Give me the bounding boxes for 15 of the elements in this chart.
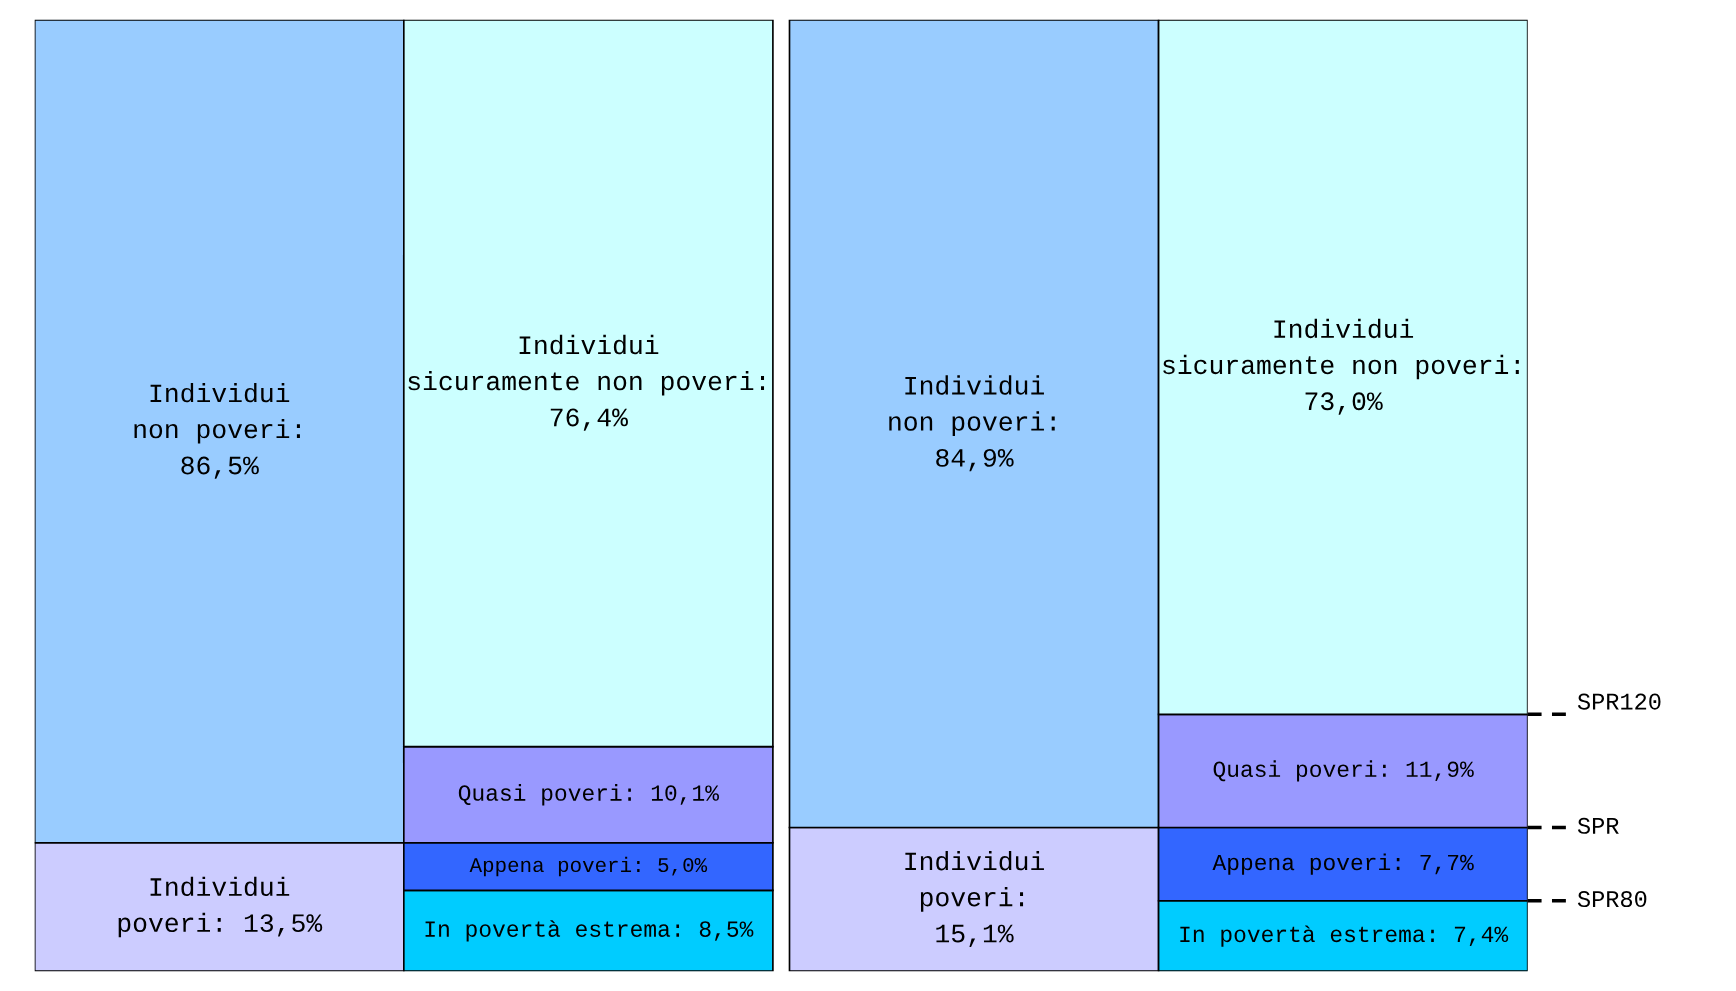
- ref-line-label: SPR120: [1577, 693, 1661, 710]
- data-label: Quasi poveri: 11,9%: [1213, 760, 1474, 782]
- data-label: In povertà estrema: 7,4%: [1180, 925, 1509, 947]
- data-label: In povertà estrema: 8,5%: [425, 920, 754, 942]
- data-label: Individui poveri: 13,5%: [118, 876, 323, 938]
- data-label: Appena poveri: 5,0%: [469, 856, 708, 877]
- data-label: Individui non poveri: 86,5%: [134, 382, 300, 479]
- data-label: Appena poveri: 7,7%: [1212, 853, 1474, 875]
- ref-line-label: SPR: [1577, 817, 1619, 834]
- data-label: Quasi poveri: 10,1%: [458, 784, 719, 806]
- data-label: Individui sicuramente non poveri: 73,0%: [1163, 318, 1519, 415]
- data-label: Individui sicuramente non poveri: 76,4%: [408, 334, 765, 431]
- ref-line-label: SPR80: [1577, 891, 1647, 908]
- data-label: Individui non poveri: 84,9%: [889, 375, 1055, 472]
- data-label: Individui poveri: 15,1%: [905, 850, 1044, 947]
